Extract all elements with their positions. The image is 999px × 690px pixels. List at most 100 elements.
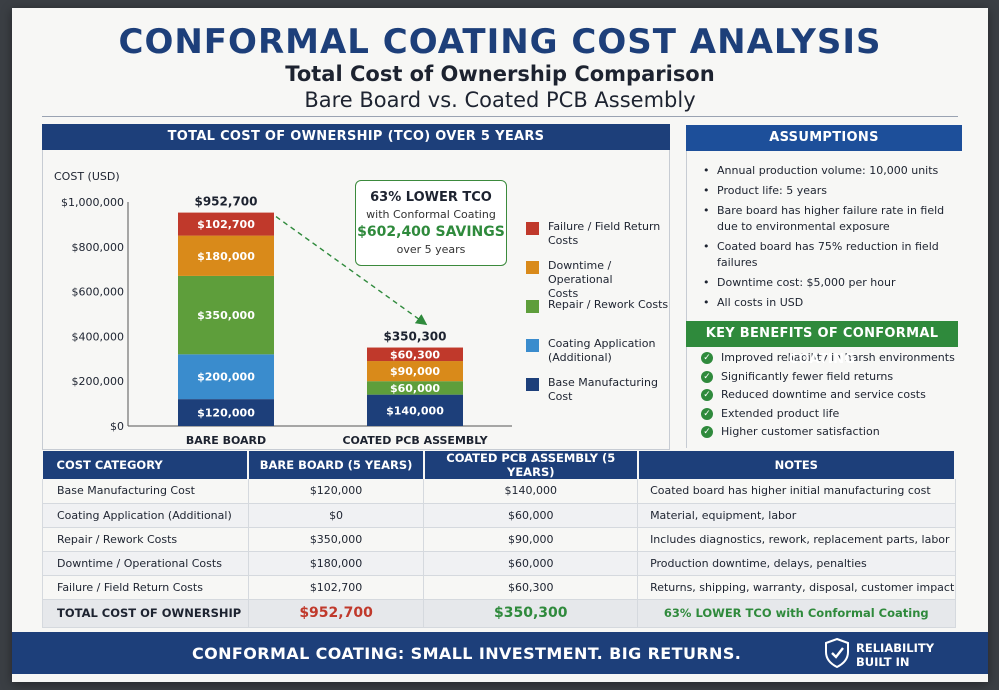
- legend-label-line2: Costs: [548, 287, 579, 300]
- assumption-item: Bare board has higher failure rate in fi…: [703, 203, 957, 235]
- bar-segment: [178, 212, 274, 236]
- bar-total-label: $952,700: [194, 195, 257, 209]
- column-header: COATED PCB ASSEMBLY (5 YEARS): [423, 451, 639, 479]
- page-subtitle: Total Cost of Ownership Comparison: [285, 62, 715, 86]
- x-tick-label: COATED PCB ASSEMBLY: [342, 434, 488, 447]
- check-circle-icon: ✓: [701, 352, 713, 364]
- callout-title: 63% LOWER TCO: [370, 190, 492, 205]
- table-cell: $350,000: [248, 527, 425, 552]
- table-cell: Repair / Rework Costs: [42, 527, 249, 552]
- table-cell: Downtime / Operational Costs: [42, 551, 249, 576]
- legend-item: Failure / Field Return Costs: [524, 220, 674, 259]
- page-title: CONFORMAL COATING COST ANALYSIS: [118, 22, 882, 62]
- table-cell: $0: [248, 503, 425, 528]
- bar-segment: [367, 381, 463, 395]
- y-tick-label: $600,000: [72, 286, 125, 299]
- tco-stacked-bar-chart: COST (USD) $0 $200,000 $400,000 $600,000 $800…: [54, 170, 512, 447]
- y-tick-label: $1,000,000: [61, 196, 124, 209]
- chart-legend: Failure / Field Return Costs Downtime / …: [524, 220, 674, 415]
- table-cell: $102,700: [248, 575, 425, 600]
- table-cell: $120,000: [248, 479, 425, 504]
- column-header: COST CATEGORY: [42, 451, 250, 479]
- column-header: NOTES: [637, 451, 957, 479]
- legend-label: Repair / Rework Costs: [548, 298, 669, 311]
- bar-total-label: $350,300: [383, 330, 446, 344]
- table-cell: Includes diagnostics, rework, replacemen…: [637, 527, 956, 552]
- legend-item: Downtime / Operational Costs: [524, 259, 674, 300]
- legend-swatch: [526, 222, 539, 235]
- check-circle-icon: ✓: [701, 426, 713, 438]
- shield-check-icon: [825, 638, 849, 668]
- table-cell: $90,000: [423, 527, 639, 552]
- footer-tagline: CONFORMAL COATING: SMALL INVESTMENT. BIG…: [192, 644, 742, 663]
- bar-data-label: $102,700: [197, 218, 255, 231]
- poster: CONFORMAL COATING COST ANALYSIS Total Co…: [12, 8, 988, 682]
- legend-label-line2: (Additional): [548, 351, 612, 364]
- brand-line-2: BUILT IN: [856, 655, 910, 669]
- legend-swatch: [526, 339, 539, 352]
- column-header: BARE BOARD (5 YEARS): [248, 451, 425, 479]
- legend-item: Base Manufacturing Cost: [524, 376, 674, 415]
- table-header-row: COST CATEGORY BARE BOARD (5 YEARS) COATE…: [42, 451, 957, 479]
- table-cell: $180,000: [248, 551, 425, 576]
- bar-data-label: $60,300: [390, 348, 440, 361]
- benefit-label: Improved reliability in harsh environmen…: [721, 351, 955, 364]
- legend-swatch: [526, 261, 539, 274]
- legend-swatch: [526, 300, 539, 313]
- check-circle-icon: ✓: [701, 370, 713, 383]
- title-divider: [42, 116, 958, 117]
- table-row: Base Manufacturing Cost $120,000 $140,00…: [42, 479, 956, 504]
- legend-item: Coating Application (Additional): [524, 337, 674, 376]
- benefit-label: Significantly fewer field returns: [721, 369, 894, 383]
- cost-table: COST CATEGORY BARE BOARD (5 YEARS) COATE…: [42, 451, 957, 628]
- table-cell: Failure / Field Return Costs: [42, 575, 249, 600]
- table-cell: Returns, shipping, warranty, disposal, c…: [637, 575, 956, 600]
- table-cell: $60,300: [423, 575, 639, 600]
- assumption-item: Coated board has 75% reduction in field …: [703, 239, 957, 271]
- savings-callout: 63% LOWER TCO with Conformal Coating $60…: [355, 180, 507, 266]
- bar-segment: [367, 361, 463, 382]
- assumption-item: All costs in USD: [703, 295, 957, 311]
- legend-label: Coating Application: [548, 337, 656, 350]
- bar-segment: [367, 394, 463, 426]
- bar-data-label: $140,000: [386, 404, 444, 417]
- bar-segment: [178, 275, 274, 355]
- benefit-label: Extended product life: [721, 406, 840, 420]
- y-tick-label: $800,000: [72, 241, 125, 254]
- legend-label: Base Manufacturing: [548, 376, 658, 389]
- total-bare-board: $952,700: [248, 599, 425, 628]
- table-cell: Material, equipment, labor: [637, 503, 956, 528]
- benefits-heading: KEY BENEFITS OF CONFORMAL COATING: [686, 321, 958, 367]
- total-label: TOTAL COST OF OWNERSHIP: [42, 599, 249, 628]
- bar-data-label: $180,000: [197, 250, 255, 263]
- table-cell: $140,000: [423, 479, 639, 504]
- y-tick-label: $200,000: [72, 375, 125, 388]
- table-cell: $60,000: [423, 503, 639, 528]
- legend-label-line2: Cost: [548, 390, 573, 403]
- total-note: 63% LOWER TCO with Conformal Coating: [637, 599, 956, 628]
- chart-panel: [42, 150, 670, 450]
- callout-savings: $602,400 SAVINGS: [357, 224, 505, 240]
- y-tick-label: $400,000: [72, 330, 125, 343]
- benefits-list: ✓ Improved reliability in harsh environme…: [701, 351, 963, 444]
- table-cell: Base Manufacturing Cost: [42, 479, 249, 504]
- assumption-item: Downtime cost: $5,000 per hour: [703, 275, 957, 291]
- y-tick-label: $0: [110, 420, 124, 433]
- benefit-item: ✓ Extended product life: [701, 407, 963, 421]
- assumption-item: Product life: 5 years: [703, 183, 957, 199]
- legend-item: Repair / Rework Costs: [524, 298, 674, 337]
- chart-heading: TOTAL COST OF OWNERSHIP (TCO) OVER 5 YEA…: [42, 124, 670, 150]
- bar-data-label: $60,000: [390, 382, 440, 395]
- bar-data-label: $200,000: [197, 371, 255, 384]
- check-circle-icon: ✓: [701, 389, 713, 401]
- bar-segment: [178, 399, 274, 426]
- assumption-item: Annual production volume: 10,000 units: [703, 163, 957, 179]
- assumptions-list: Annual production volume: 10,000 units P…: [703, 163, 957, 315]
- legend-label: Downtime / Operational: [548, 259, 613, 286]
- brand-line-1: RELIABILITY: [856, 641, 935, 655]
- benefit-item: ✓ Reduced downtime and service costs: [701, 388, 963, 402]
- table-cell: Production downtime, delays, penalties: [637, 551, 956, 576]
- legend-swatch: [526, 378, 539, 391]
- table-cell: Coating Application (Additional): [42, 503, 249, 528]
- y-axis-label: COST (USD): [54, 170, 120, 183]
